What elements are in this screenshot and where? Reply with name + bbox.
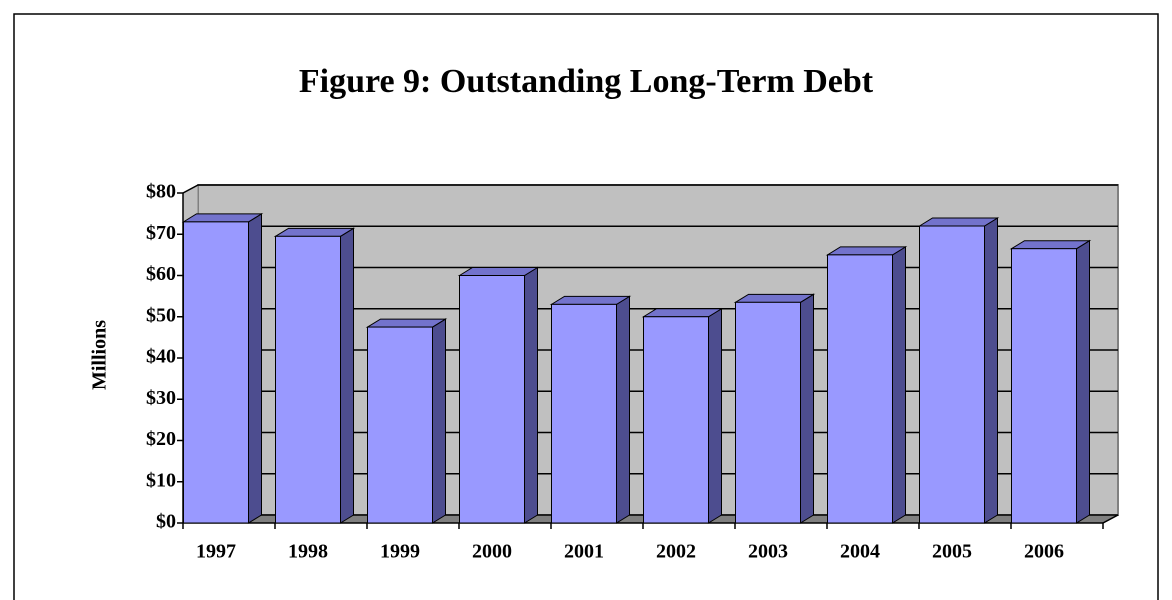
bar <box>919 225 985 524</box>
bar-top <box>181 213 264 223</box>
bar-side <box>892 245 906 524</box>
bar-side <box>800 293 814 524</box>
bar-top <box>1009 240 1092 250</box>
x-tick-label: 2000 <box>472 541 512 563</box>
y-tick-label: $20 <box>146 428 176 450</box>
bar-top <box>733 293 816 303</box>
y-tick-label: $60 <box>146 263 176 285</box>
bar-top <box>549 295 632 305</box>
x-tick-label: 1997 <box>196 541 236 563</box>
y-tick-label: $40 <box>146 346 176 368</box>
bar-top <box>641 308 724 318</box>
bar-side <box>248 212 262 524</box>
x-tick-label: 2004 <box>840 541 880 563</box>
x-axis-end <box>1102 514 1119 524</box>
y-tick-label: $0 <box>156 511 176 533</box>
bar-top <box>457 267 540 276</box>
y-tick-label: $50 <box>146 304 176 326</box>
bar-top <box>365 318 448 328</box>
y-tick-label: $70 <box>146 222 176 244</box>
bar-top <box>825 246 908 256</box>
bar <box>827 254 893 524</box>
x-tick-label: 2006 <box>1024 541 1064 563</box>
bar-side <box>432 318 446 524</box>
bar <box>459 275 525 524</box>
bar <box>1011 248 1077 524</box>
bar-top <box>917 217 1000 227</box>
x-tick-label: 2005 <box>932 541 972 563</box>
bar <box>643 316 709 524</box>
chart-title: Figure 9: Outstanding Long-Term Debt <box>299 63 874 100</box>
x-tick-label: 2001 <box>564 541 604 563</box>
x-tick-label: 1999 <box>380 541 420 563</box>
bar <box>275 235 341 524</box>
bar-side <box>340 227 354 524</box>
bar <box>183 221 249 524</box>
x-tick-label: 2002 <box>656 541 696 563</box>
x-tick-label: 1998 <box>288 541 328 563</box>
grid-line-side <box>182 184 199 194</box>
y-tick-label: $10 <box>146 469 176 491</box>
bar-side <box>708 307 722 524</box>
bar-side <box>1076 239 1090 524</box>
bar-side <box>984 217 998 524</box>
y-axis-label: Millions <box>89 320 111 390</box>
bar <box>551 303 617 524</box>
bar-side <box>524 266 538 524</box>
bar <box>735 301 801 524</box>
bar-side <box>616 295 630 524</box>
bar-top <box>273 227 356 237</box>
x-tick-label: 2003 <box>748 541 788 563</box>
y-tick-label: $30 <box>146 387 176 409</box>
y-tick-label: $80 <box>146 181 176 203</box>
bar <box>367 326 433 524</box>
